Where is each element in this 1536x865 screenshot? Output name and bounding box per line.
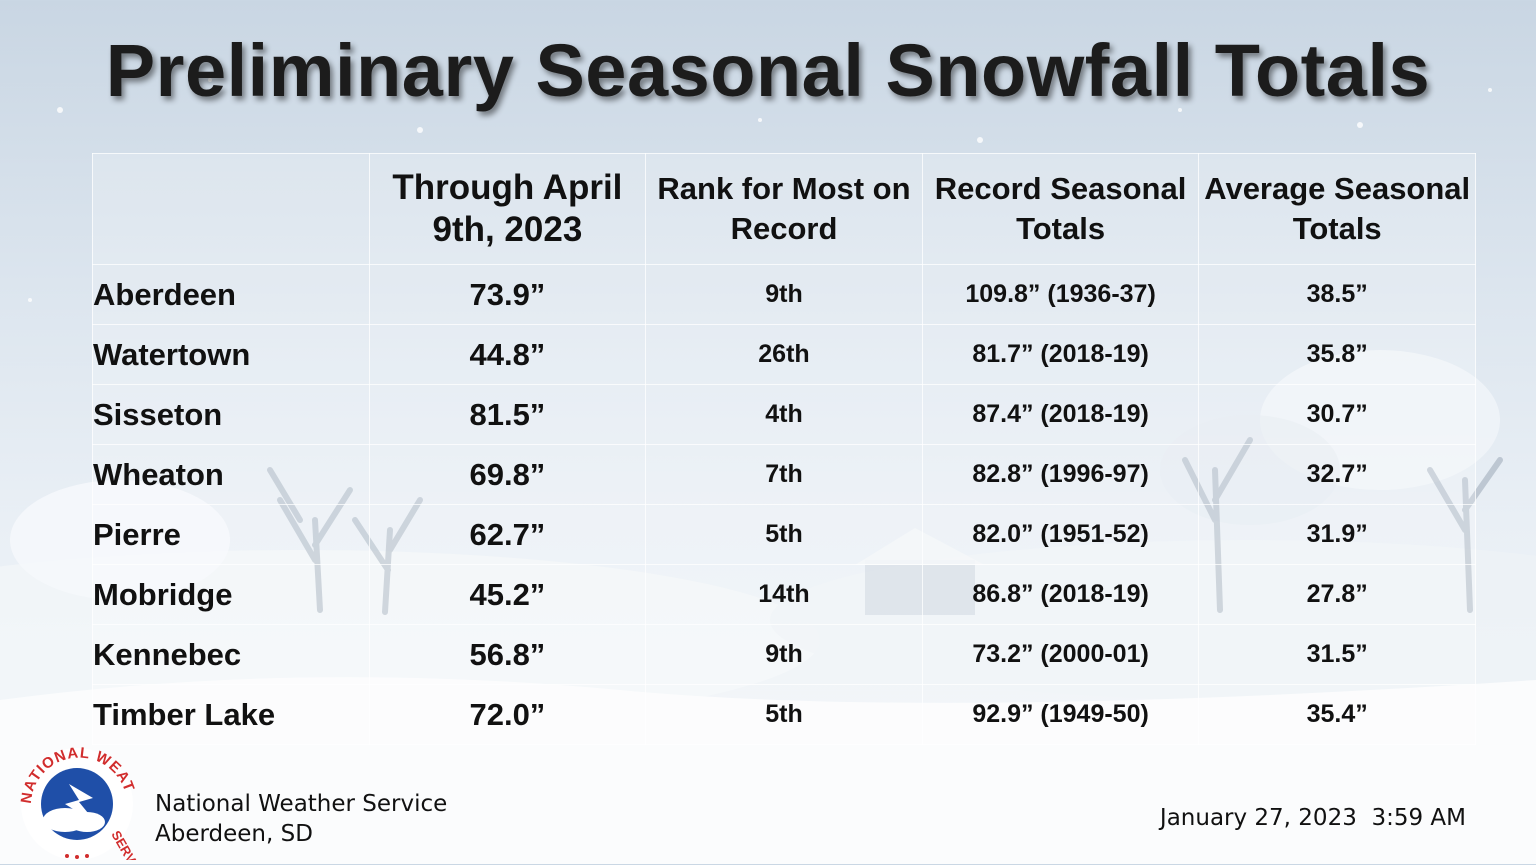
table-row: Aberdeen 73.9” 9th 109.8” (1936-37) 38.5… [92,264,1476,325]
header-record: Record Seasonal Totals [921,153,1200,265]
average-total: 31.5” [1198,624,1476,685]
table-row: Kennebec 56.8” 9th 73.2” (2000-01) 31.5” [92,624,1476,685]
table-row: Mobridge 45.2” 14th 86.8” (2018-19) 27.8… [92,564,1476,625]
average-total: 31.9” [1198,504,1476,565]
record-total: 109.8” (1936-37) [921,264,1200,325]
season-total: 72.0” [368,684,647,745]
header-rank: Rank for Most on Record [645,153,923,265]
site-name: Aberdeen [92,264,370,325]
rank: 26th [645,324,923,385]
record-total: 82.0” (1951-52) [921,504,1200,565]
header-through-date: Through April 9th, 2023 [368,153,647,265]
rank: 7th [645,444,923,505]
site-name: Pierre [92,504,370,565]
average-total: 35.4” [1198,684,1476,745]
header-site [92,153,370,265]
average-total: 32.7” [1198,444,1476,505]
record-total: 87.4” (2018-19) [921,384,1200,445]
office-info: National Weather Service Aberdeen, SD [155,789,447,849]
site-name: Sisseton [92,384,370,445]
table-row: Wheaton 69.8” 7th 82.8” (1996-97) 32.7” [92,444,1476,505]
season-total: 45.2” [368,564,647,625]
issued-timestamp: January 27, 2023 3:59 AM [1159,805,1466,831]
record-total: 92.9” (1949-50) [921,684,1200,745]
table-row: Pierre 62.7” 5th 82.0” (1951-52) 31.9” [92,504,1476,565]
season-total: 56.8” [368,624,647,685]
record-total: 73.2” (2000-01) [921,624,1200,685]
average-total: 35.8” [1198,324,1476,385]
record-total: 86.8” (2018-19) [921,564,1200,625]
nws-logo: NATIONAL WEATHER SERVICE [7,725,150,865]
season-total: 44.8” [368,324,647,385]
rank: 5th [645,504,923,565]
average-total: 30.7” [1198,384,1476,445]
page-title: Preliminary Seasonal Snowfall Totals [105,29,1431,112]
site-name: Watertown [92,324,370,385]
season-total: 62.7” [368,504,647,565]
table-row: Watertown 44.8” 26th 81.7” (2018-19) 35.… [92,324,1476,385]
season-total: 69.8” [368,444,647,505]
rank: 5th [645,684,923,745]
header-average: Average Seasonal Totals [1198,153,1476,265]
rank: 14th [645,564,923,625]
season-total: 81.5” [368,384,647,445]
record-total: 82.8” (1996-97) [921,444,1200,505]
average-total: 38.5” [1198,264,1476,325]
rank: 9th [645,624,923,685]
average-total: 27.8” [1198,564,1476,625]
rank: 4th [645,384,923,445]
snowfall-table: Through April 9th, 2023 Rank for Most on… [92,153,1476,745]
record-total: 81.7” (2018-19) [921,324,1200,385]
table-header-row: Through April 9th, 2023 Rank for Most on… [92,153,1476,265]
office-name: National Weather Service [155,791,448,817]
office-location: Aberdeen, SD [155,821,313,847]
table-row: Timber Lake 72.0” 5th 92.9” (1949-50) 35… [92,684,1476,745]
site-name: Wheaton [92,444,370,505]
rank: 9th [645,264,923,325]
site-name: Timber Lake [92,684,370,745]
site-name: Kennebec [92,624,370,685]
svg-text:SERVICE: SERVICE [108,828,143,860]
table-row: Sisseton 81.5” 4th 87.4” (2018-19) 30.7” [92,384,1476,445]
season-total: 73.9” [368,264,647,325]
site-name: Mobridge [92,564,370,625]
